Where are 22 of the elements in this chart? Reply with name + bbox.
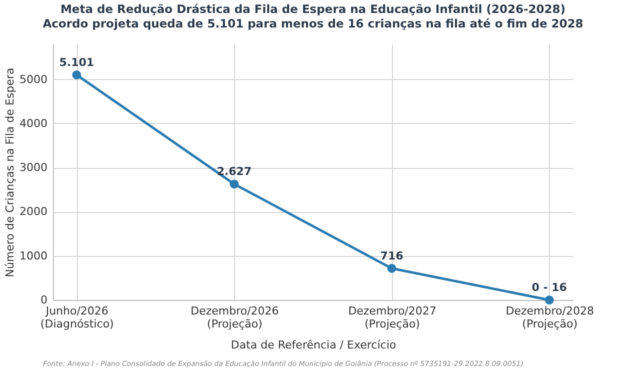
point — [544, 296, 554, 304]
x-axis-title: Data de Referência / Exercício — [230, 338, 396, 352]
chart-subtitle: Acordo projeta queda de 5.101 para menos de 16 crianças na fila até o fim de 2028 — [42, 16, 584, 30]
x-tick-label: Dezembro/2027 (Projeção) — [348, 304, 436, 330]
data-label: 716 — [380, 249, 404, 262]
point — [230, 180, 239, 189]
point — [387, 264, 396, 273]
y-tick-label: 3000 — [20, 161, 48, 174]
y-tick-label: 2000 — [20, 205, 48, 218]
x-tick-label: Dezembro/2026 (Projeção) — [190, 304, 279, 330]
y-tick-label: 5000 — [20, 72, 48, 86]
y-axis-title: Número de Crianças na Fila de Espera — [4, 68, 17, 278]
y-tick-label: 1000 — [20, 249, 48, 262]
x-tick-label: Junho/2026 (Diagnóstico) — [40, 304, 114, 330]
x-tick-label: Dezembro/2028 (Projeção) — [506, 304, 594, 330]
data-label: 2.627 — [216, 165, 252, 178]
chart-title: Meta de Redução Drástica da Fila de Espera na Educação Infantil (2026-2028) — [60, 2, 566, 16]
y-tick-label: 0 — [40, 294, 48, 306]
point — [72, 70, 82, 80]
data-label: 5.101 — [59, 56, 94, 69]
y-tick-label: 4000 — [20, 116, 48, 130]
data-label: 0 - 16 — [532, 281, 568, 294]
